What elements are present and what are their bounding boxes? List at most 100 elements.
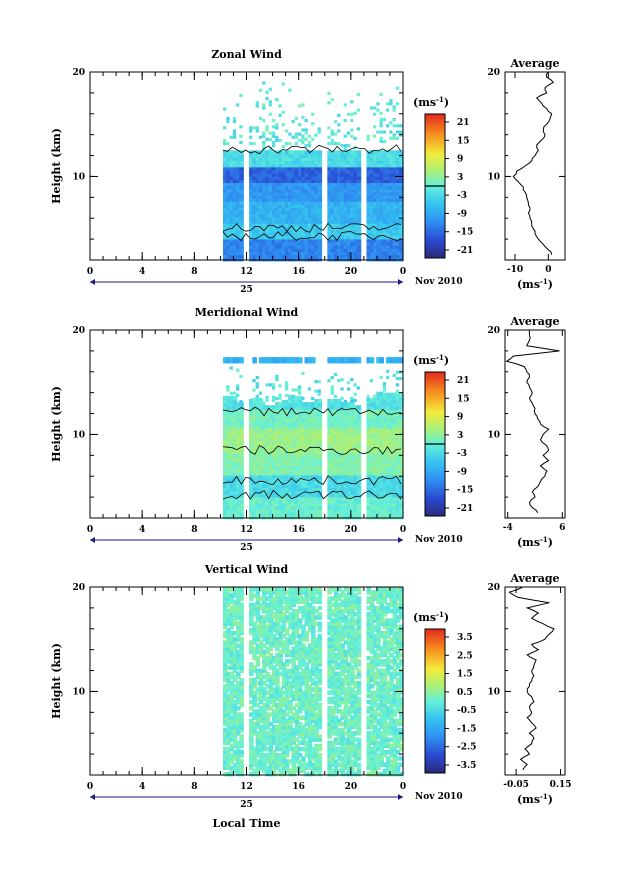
heatmap-cell bbox=[223, 587, 228, 592]
heatmap-cell bbox=[395, 153, 401, 158]
heatmap-cell bbox=[386, 256, 391, 262]
heatmap-cell bbox=[304, 408, 310, 413]
heatmap-cell bbox=[399, 222, 404, 227]
heatmap-cell bbox=[376, 439, 381, 445]
heatmap-cell bbox=[278, 489, 283, 495]
heatmap-cell bbox=[317, 253, 323, 259]
heatmap-cell bbox=[382, 411, 388, 416]
heatmap-cell bbox=[265, 169, 270, 174]
heatmap-cell bbox=[229, 159, 235, 165]
heatmap-cell bbox=[379, 130, 383, 134]
heatmap-cell bbox=[389, 244, 394, 249]
heatmap-cell bbox=[275, 684, 280, 689]
heatmap-cell bbox=[258, 219, 264, 224]
heatmap-cell bbox=[223, 449, 228, 454]
heatmap-cell bbox=[379, 511, 385, 517]
heatmap-cell bbox=[294, 253, 300, 259]
heatmap-cell bbox=[314, 439, 319, 445]
heatmap-cell bbox=[346, 452, 352, 457]
heatmap-cell bbox=[229, 241, 235, 246]
heatmap-cell bbox=[301, 203, 306, 209]
heatmap-cell bbox=[236, 172, 241, 177]
heatmap-cell bbox=[333, 120, 338, 124]
heatmap-cell bbox=[298, 250, 303, 256]
heatmap-cell bbox=[265, 166, 270, 171]
heatmap-cell bbox=[298, 433, 303, 438]
heatmap-cell bbox=[226, 388, 230, 392]
heatmap-cell bbox=[366, 394, 370, 398]
heatmap-cell bbox=[356, 464, 362, 470]
heatmap-cell bbox=[340, 396, 344, 400]
heatmap-cell bbox=[281, 162, 287, 168]
heatmap-cell bbox=[258, 464, 264, 470]
heatmap-cell bbox=[301, 137, 305, 141]
heatmap-cell bbox=[271, 731, 277, 736]
heatmap-cell bbox=[288, 394, 292, 398]
heatmap-cell bbox=[255, 737, 261, 742]
heatmap-cell bbox=[307, 433, 313, 438]
heatmap-cell bbox=[291, 424, 296, 429]
heatmap-cell bbox=[379, 461, 385, 467]
heatmap-cell bbox=[252, 655, 257, 661]
heatmap-cell bbox=[268, 458, 274, 463]
heatmap-cell bbox=[337, 250, 342, 256]
heatmap-cell bbox=[356, 424, 362, 429]
heatmap-cell bbox=[311, 411, 316, 416]
heatmap-cell bbox=[262, 715, 267, 720]
heatmap-cell bbox=[294, 231, 300, 237]
heatmap-cell bbox=[395, 433, 401, 438]
heatmap-cell bbox=[271, 718, 277, 724]
heatmap-cell bbox=[255, 702, 261, 708]
heatmap-cell bbox=[249, 231, 254, 237]
heatmap-cell bbox=[232, 508, 238, 514]
heatmap-cell bbox=[252, 649, 257, 655]
heatmap-cell bbox=[255, 172, 261, 177]
heatmap-cell bbox=[236, 662, 241, 667]
heatmap-cell bbox=[330, 175, 336, 180]
heatmap-cell bbox=[330, 241, 336, 246]
heatmap-cell bbox=[229, 458, 235, 463]
heatmap-cell bbox=[275, 734, 280, 739]
heatmap-cell bbox=[350, 159, 355, 165]
heatmap-cell bbox=[392, 241, 398, 246]
heatmap-cell bbox=[294, 461, 300, 467]
heatmap-cell bbox=[258, 166, 264, 171]
heatmap-cell bbox=[311, 184, 316, 190]
heatmap-cell bbox=[288, 162, 293, 168]
heatmap-cell bbox=[376, 449, 381, 454]
heatmap-cell bbox=[255, 181, 261, 187]
heatmap-cell bbox=[369, 166, 375, 171]
heatmap-cell bbox=[223, 166, 228, 171]
heatmap-cell bbox=[265, 474, 270, 479]
heatmap-cell bbox=[346, 402, 352, 407]
heatmap-cell bbox=[255, 455, 261, 460]
heatmap-cell bbox=[271, 172, 277, 177]
heatmap-cell bbox=[389, 216, 394, 221]
heatmap-cell bbox=[389, 417, 394, 423]
heatmap-cell bbox=[232, 449, 238, 454]
heatmap-cell bbox=[369, 357, 375, 364]
heatmap-cell bbox=[330, 247, 336, 252]
heatmap-cell bbox=[311, 206, 316, 212]
heatmap-cell bbox=[232, 172, 238, 177]
heatmap-cell bbox=[275, 253, 280, 259]
heatmap-cell bbox=[249, 615, 254, 620]
heatmap-cell bbox=[294, 398, 300, 404]
heatmap-cell bbox=[301, 191, 306, 196]
heatmap-cell bbox=[353, 514, 358, 520]
heatmap-cell bbox=[278, 737, 283, 742]
heatmap-cell bbox=[268, 749, 274, 755]
heatmap-cell bbox=[236, 153, 241, 158]
heatmap-cell bbox=[343, 250, 349, 256]
heatmap-cell bbox=[255, 765, 261, 771]
heatmap-cell bbox=[317, 380, 321, 384]
heatmap-cell bbox=[386, 156, 391, 162]
heatmap-cell bbox=[291, 234, 296, 240]
heatmap-cell bbox=[346, 461, 352, 467]
heatmap-cell bbox=[239, 449, 244, 454]
heatmap-cell bbox=[226, 728, 231, 733]
heatmap-cell bbox=[311, 153, 316, 158]
heatmap-cell bbox=[330, 436, 336, 442]
heatmap-cell bbox=[236, 439, 241, 445]
heatmap-cell bbox=[356, 200, 362, 205]
